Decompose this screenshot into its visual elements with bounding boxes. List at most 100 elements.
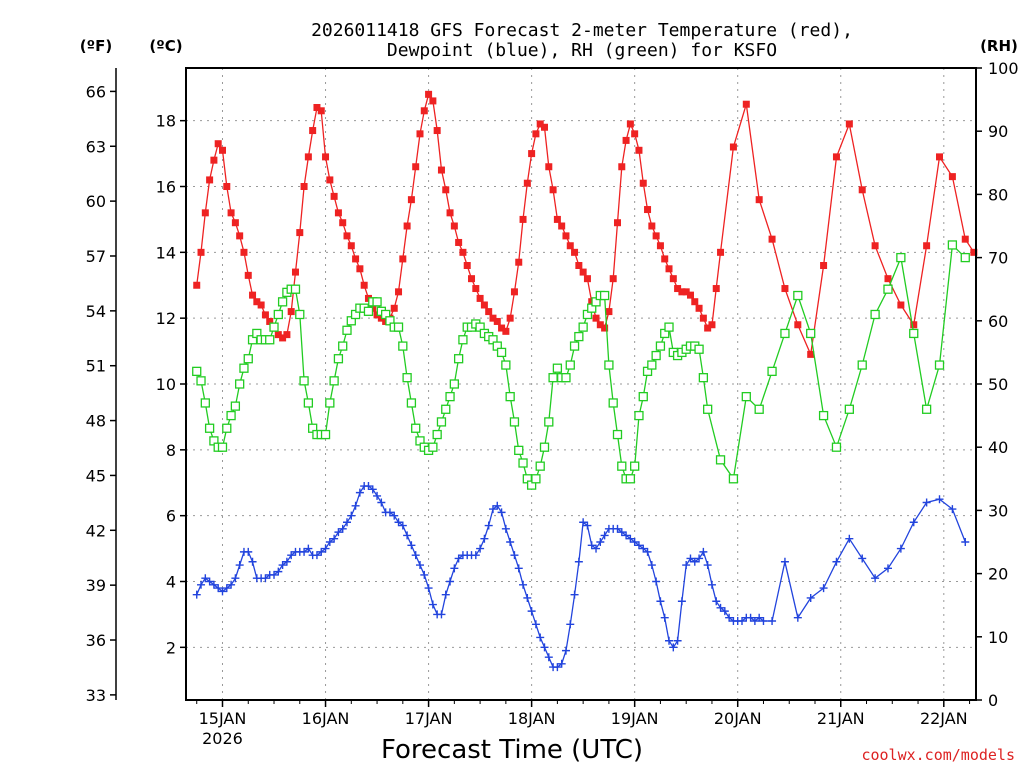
relative-humidity-line bbox=[196, 243, 966, 487]
temperature-point bbox=[296, 229, 304, 237]
relative-humidity-point bbox=[243, 354, 253, 364]
relative-humidity-point bbox=[698, 373, 709, 383]
relative-humidity-point bbox=[535, 461, 545, 471]
relative-humidity-point bbox=[496, 347, 507, 358]
dewpoint-point bbox=[574, 557, 583, 566]
temperature-point bbox=[322, 153, 330, 161]
temperature-point bbox=[463, 262, 471, 269]
temperature-point bbox=[390, 304, 398, 312]
dewpoint-point bbox=[665, 636, 674, 645]
dewpoint-point bbox=[909, 518, 918, 527]
relative-humidity-point bbox=[398, 341, 408, 351]
temperature-point bbox=[592, 314, 600, 322]
temperature-point bbox=[807, 350, 815, 358]
relative-humidity-point bbox=[226, 410, 236, 421]
rh-axis-tick-label: 0 bbox=[988, 691, 998, 710]
relative-humidity-point bbox=[548, 373, 558, 383]
temperature-point bbox=[437, 166, 445, 174]
relative-humidity-point bbox=[333, 354, 344, 364]
dewpoint-series bbox=[192, 482, 970, 672]
dewpoint-point bbox=[231, 574, 240, 583]
x-axis-tick-label: 21JAN bbox=[817, 709, 865, 728]
temperature-point bbox=[468, 275, 476, 283]
f-axis-tick-label: 36 bbox=[86, 631, 106, 650]
temperature-point bbox=[858, 186, 866, 194]
relative-humidity-point bbox=[329, 376, 339, 386]
relative-humidity-point bbox=[767, 366, 777, 377]
f-axis-tick-label: 42 bbox=[86, 521, 106, 540]
credit-label: coolwx.com/models bbox=[861, 746, 1015, 764]
relative-humidity-point bbox=[625, 474, 636, 484]
temperature-point bbox=[626, 120, 634, 128]
relative-humidity-point bbox=[217, 442, 228, 452]
rh-axis-tick-label: 80 bbox=[988, 185, 1008, 204]
temperature-point bbox=[330, 192, 338, 200]
dewpoint-point bbox=[368, 485, 377, 494]
dewpoint-point bbox=[493, 501, 502, 510]
temperature-point bbox=[240, 248, 248, 256]
relative-humidity-point bbox=[694, 344, 704, 354]
temperature-point bbox=[253, 298, 261, 306]
chart-title-line2: Dewpoint (blue), RH (green) for KSFO bbox=[387, 40, 777, 61]
dewpoint-point bbox=[613, 524, 622, 533]
temperature-point bbox=[356, 265, 364, 273]
temperature-point bbox=[231, 219, 239, 227]
gridlines bbox=[186, 68, 976, 700]
dewpoint-point bbox=[660, 613, 669, 622]
relative-humidity-point bbox=[896, 252, 906, 263]
relative-humidity-point bbox=[342, 325, 352, 335]
c-axis-tick-label: 18 bbox=[156, 112, 176, 131]
f-axis-tick-label: 33 bbox=[86, 686, 106, 705]
temperature-point bbox=[279, 334, 287, 342]
relative-humidity-point bbox=[239, 363, 249, 373]
dewpoint-point bbox=[385, 508, 394, 517]
temperature-point bbox=[605, 308, 613, 316]
relative-humidity-point bbox=[393, 322, 404, 332]
temperature-point bbox=[489, 314, 497, 322]
relative-humidity-point bbox=[604, 360, 614, 370]
temperature-point bbox=[343, 232, 351, 240]
temperature-point bbox=[412, 163, 420, 171]
dewpoint-point bbox=[480, 534, 489, 543]
relative-humidity-point bbox=[449, 379, 459, 389]
dewpoint-point bbox=[634, 541, 643, 550]
dewpoint-point bbox=[424, 584, 433, 593]
relative-humidity-point bbox=[947, 240, 958, 250]
relative-humidity-point bbox=[630, 461, 640, 471]
dewpoint-point bbox=[647, 561, 656, 570]
temperature-point bbox=[755, 196, 763, 204]
dewpoint-point bbox=[896, 544, 905, 553]
rh-axis-tick-label: 10 bbox=[988, 628, 1008, 647]
relative-humidity-point bbox=[960, 252, 970, 263]
temperature-point bbox=[536, 120, 544, 128]
temperature-point bbox=[480, 301, 488, 309]
temperature-point bbox=[571, 248, 579, 256]
temperature-point bbox=[742, 100, 750, 108]
relative-humidity-point bbox=[655, 341, 666, 351]
x-axis-title: Forecast Time (UTC) bbox=[381, 735, 643, 765]
temperature-point bbox=[704, 324, 712, 332]
relative-humidity-point bbox=[269, 322, 279, 332]
relative-humidity-point bbox=[531, 474, 541, 484]
relative-humidity-point bbox=[277, 297, 288, 307]
temperature-point bbox=[613, 219, 621, 227]
relative-humidity-point bbox=[230, 401, 241, 411]
dewpoint-point bbox=[205, 577, 214, 586]
temperature-point bbox=[519, 215, 527, 223]
relative-humidity-point bbox=[428, 442, 438, 452]
temperature-point bbox=[699, 314, 707, 322]
temperature-point bbox=[498, 324, 506, 332]
dewpoint-point bbox=[514, 564, 523, 573]
relative-humidity-point bbox=[754, 404, 764, 414]
x-axis-tick-label: 20JAN bbox=[714, 709, 762, 728]
temperature-series bbox=[193, 90, 978, 358]
c-axis-tick-label: 12 bbox=[156, 309, 176, 328]
temperature-point bbox=[506, 314, 514, 322]
relative-humidity-point bbox=[934, 360, 945, 370]
temperature-point bbox=[897, 301, 905, 309]
relative-humidity-point bbox=[651, 350, 661, 361]
dewpoint-point bbox=[209, 580, 218, 589]
temperature-point bbox=[283, 331, 291, 339]
dewpoint-point bbox=[768, 617, 777, 625]
x-axis-tick-label: 22JAN bbox=[920, 709, 968, 728]
